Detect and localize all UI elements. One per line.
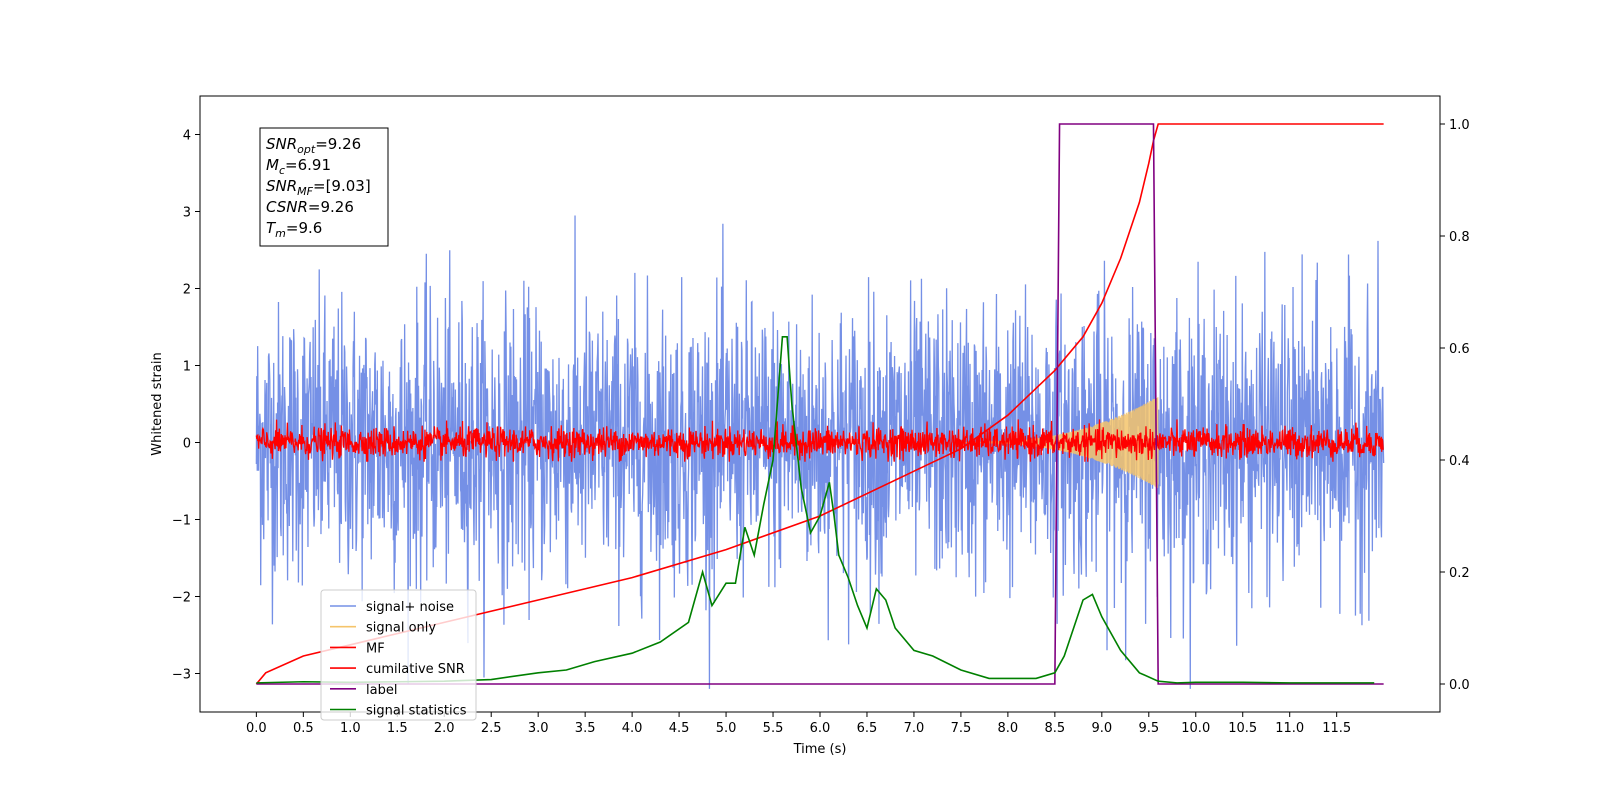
y2-tick-label: 0.6 <box>1449 342 1470 357</box>
x-tick-label: 6.0 <box>810 721 831 736</box>
x-tick-label: 10.5 <box>1228 721 1257 736</box>
info-line: Mc=6.91 <box>266 156 331 177</box>
x-tick-label: 0.5 <box>293 721 314 736</box>
x-tick-label: 8.0 <box>998 721 1019 736</box>
x-tick-label: 1.0 <box>340 721 361 736</box>
y-tick-label: −3 <box>172 668 191 683</box>
x-tick-label: 11.0 <box>1275 721 1304 736</box>
series-line <box>256 123 1384 685</box>
y-tick-label: 3 <box>183 206 191 221</box>
x-tick-label: 2.0 <box>434 721 455 736</box>
legend: signal+ noise signal only MF cumilative SNR… <box>320 589 477 721</box>
x-tick-label: 3.5 <box>575 721 596 736</box>
x-tick-label: 8.5 <box>1045 721 1066 736</box>
series-line <box>255 215 1385 689</box>
info-line: Tm=9.6 <box>266 219 322 240</box>
y-tick-label: −1 <box>172 514 191 529</box>
x-tick-label: 2.5 <box>481 721 502 736</box>
y2-tick-label: 0.8 <box>1449 230 1470 245</box>
legend-label: signal only <box>366 621 436 636</box>
x-tick-label: 0.0 <box>246 721 267 736</box>
legend-label: MF <box>366 641 385 656</box>
series-line <box>255 419 1384 462</box>
y-tick-label: −2 <box>172 591 191 606</box>
legend-label: label <box>366 683 397 698</box>
x-tick-label: 11.5 <box>1322 721 1351 736</box>
y2-tick-label: 0.4 <box>1449 454 1470 469</box>
info-line: SNRMF=[9.03] <box>266 177 371 198</box>
x-tick-label: 4.0 <box>622 721 643 736</box>
x-tick-label: 4.5 <box>669 721 690 736</box>
legend-label: cumilative SNR <box>366 662 465 677</box>
legend-label: signal+ noise <box>366 600 454 615</box>
y-tick-label: 1 <box>183 360 191 375</box>
x-tick-label: 6.5 <box>857 721 878 736</box>
x-tick-label: 7.0 <box>904 721 925 736</box>
y-tick-label: 0 <box>183 437 191 452</box>
x-tick-label: 3.0 <box>528 721 549 736</box>
y-axis-left: 4 3 2 1 0 −1 −2 −3 <box>172 129 200 683</box>
info-line: SNRopt=9.26 <box>266 135 361 156</box>
y-axis-right: 1.0 0.8 0.6 0.4 0.2 0.0 <box>1440 118 1470 693</box>
legend-label: signal statistics <box>366 704 467 719</box>
x-tick-label: 5.0 <box>716 721 737 736</box>
x-tick-label: 9.0 <box>1091 721 1112 736</box>
y-tick-label: 4 <box>183 129 191 144</box>
y2-tick-label: 0.2 <box>1449 566 1470 581</box>
x-tick-label: 5.5 <box>763 721 784 736</box>
x-axis: 0.0 0.5 1.0 1.5 2.0 2.5 3.0 3.5 4.0 4.5 5.0 5.5 6.0 6… <box>246 712 1351 736</box>
y-axis-label: Whitened strain <box>150 352 165 455</box>
y2-tick-label: 0.0 <box>1449 678 1470 693</box>
info-line: CSNR=9.26 <box>266 198 354 216</box>
x-tick-label: 1.5 <box>387 721 408 736</box>
y-tick-label: 2 <box>183 283 191 298</box>
x-tick-label: 7.5 <box>951 721 972 736</box>
x-axis-label: Time (s) <box>793 742 847 757</box>
x-tick-label: 9.5 <box>1138 721 1159 736</box>
x-tick-label: 10.0 <box>1181 721 1210 736</box>
y2-tick-label: 1.0 <box>1449 118 1470 133</box>
series-line <box>256 335 1375 684</box>
